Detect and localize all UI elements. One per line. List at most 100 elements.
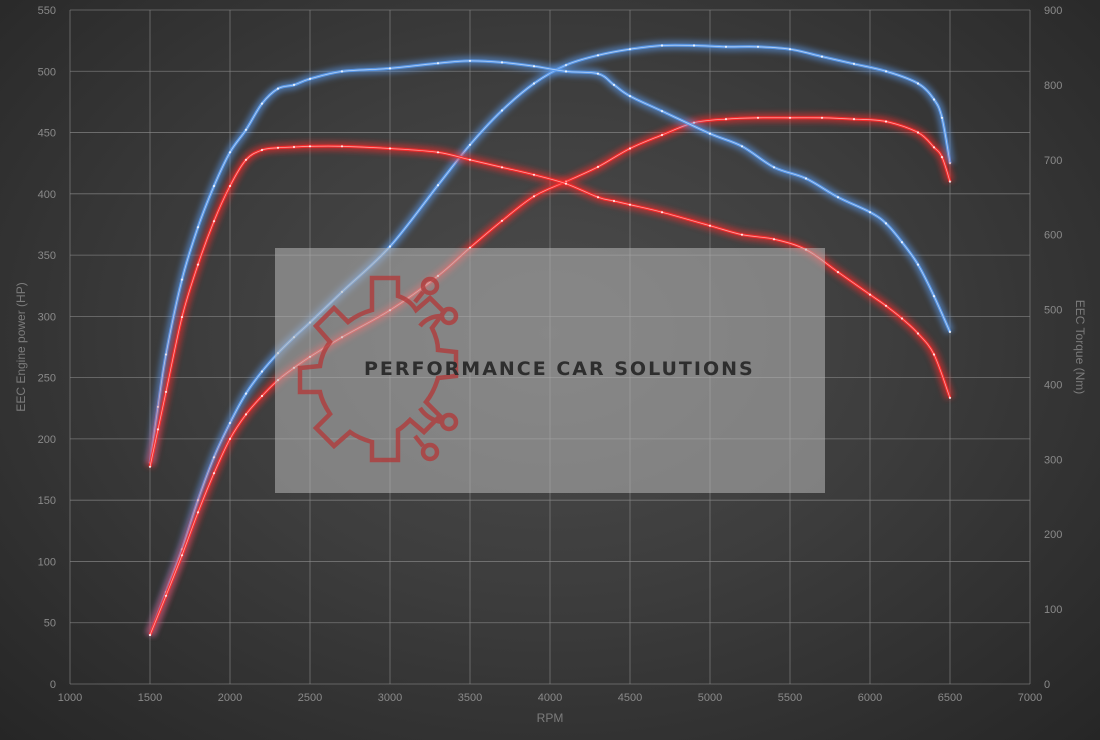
data-point [916, 263, 920, 266]
data-point [788, 116, 792, 119]
y-right-tick-label: 700 [1044, 155, 1062, 167]
y-left-tick-label: 500 [38, 66, 56, 78]
x-tick-label: 2500 [298, 692, 322, 704]
series-blue-right [145, 56, 955, 465]
data-point [468, 59, 472, 63]
data-point [596, 54, 600, 57]
data-point [836, 196, 840, 199]
data-point [932, 98, 936, 101]
data-point [772, 166, 776, 169]
data-point [660, 110, 664, 113]
data-point [660, 133, 664, 137]
data-point [228, 437, 232, 440]
data-point [612, 83, 616, 86]
x-axis-title: RPM [537, 711, 564, 725]
data-point [532, 173, 536, 176]
data-point [388, 147, 392, 150]
data-point [260, 102, 264, 105]
data-point [532, 195, 536, 198]
series-highlight [149, 145, 951, 467]
data-point [932, 353, 936, 356]
data-point [740, 145, 744, 148]
watermark-panel [275, 248, 825, 493]
data-point [244, 392, 248, 395]
data-point [772, 238, 776, 241]
data-point [292, 145, 296, 149]
data-point [308, 145, 312, 148]
data-point [500, 61, 504, 64]
data-point [884, 70, 888, 73]
data-point [820, 116, 824, 119]
data-point [948, 162, 952, 165]
data-point [228, 184, 232, 188]
data-point [244, 128, 248, 131]
data-point [900, 241, 904, 244]
data-point [308, 77, 312, 80]
data-point [948, 396, 952, 399]
y-right-tick-label: 900 [1044, 5, 1062, 17]
data-point [564, 64, 568, 67]
data-point [628, 147, 632, 150]
data-point [756, 116, 760, 119]
y-left-tick-label: 100 [38, 556, 56, 568]
data-point [868, 211, 872, 214]
data-point [884, 222, 888, 225]
y-left-tick-label: 150 [38, 495, 56, 507]
x-tick-label: 3500 [458, 692, 482, 704]
data-point [340, 145, 344, 148]
data-point [940, 156, 944, 159]
data-point [868, 293, 872, 296]
data-point [628, 203, 632, 206]
x-axis-ticks: 1000 1500 2000 2500 3000 3500 4000 4500 5000 5500… [58, 692, 1042, 704]
data-point [340, 70, 344, 73]
data-point [148, 465, 152, 468]
data-point [260, 148, 264, 152]
y-left-tick-label: 0 [50, 679, 56, 691]
data-point [500, 166, 504, 169]
data-point [836, 271, 840, 274]
watermark: PERFORMANCE CAR SOLUTIONS [275, 248, 825, 493]
data-point [740, 233, 744, 236]
data-point [164, 353, 168, 356]
data-point [852, 118, 856, 121]
y-right-tick-label: 0 [1044, 679, 1050, 691]
x-tick-label: 1500 [138, 692, 162, 704]
data-point [756, 45, 760, 48]
series-highlight [149, 117, 951, 636]
watermark-text: PERFORMANCE CAR SOLUTIONS [364, 358, 755, 380]
data-point [900, 317, 904, 320]
data-point [932, 146, 936, 149]
data-point [244, 158, 248, 161]
y-right-tick-label: 800 [1044, 80, 1062, 92]
watermark-logo-icon [297, 275, 459, 463]
data-point [628, 95, 632, 98]
data-point [196, 226, 200, 229]
y-left-tick-label: 450 [38, 128, 56, 140]
data-point [596, 196, 600, 199]
x-tick-label: 6500 [938, 692, 962, 704]
data-point [276, 87, 280, 90]
data-point [708, 224, 712, 227]
data-point [436, 151, 440, 154]
data-point [948, 330, 952, 334]
data-point [852, 62, 856, 65]
data-point [196, 511, 200, 514]
y-left-tick-label: 200 [38, 434, 56, 446]
data-point [244, 413, 248, 416]
series-layer [145, 40, 955, 637]
data-point [804, 177, 808, 180]
x-tick-label: 1000 [58, 692, 82, 704]
data-point [212, 220, 216, 223]
data-point [660, 211, 664, 214]
data-point [564, 182, 568, 185]
y-right-tick-label: 500 [1044, 305, 1062, 317]
data-point [948, 180, 952, 183]
x-tick-label: 6000 [858, 692, 882, 704]
data-point [932, 295, 936, 298]
data-point [260, 394, 264, 398]
x-tick-label: 4500 [618, 692, 642, 704]
data-point [660, 44, 664, 47]
data-point [228, 421, 232, 425]
data-point [260, 370, 264, 373]
